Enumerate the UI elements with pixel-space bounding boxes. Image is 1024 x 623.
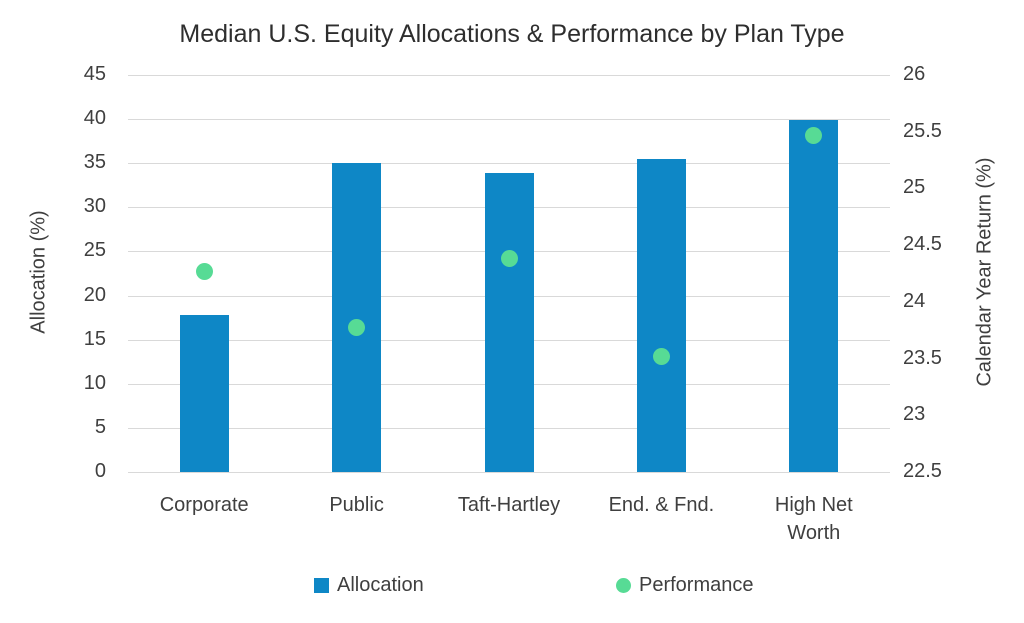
- y-axis-tick-label: 15: [83, 327, 106, 350]
- performance-dot: [195, 262, 213, 280]
- legend-label-allocation: Allocation: [337, 574, 424, 596]
- allocation-bar: [789, 119, 839, 472]
- legend-label-performance: Performance: [639, 574, 754, 596]
- category-label: End. & Fnd.: [608, 494, 715, 516]
- y-axis-tick-label: 40: [83, 107, 106, 130]
- performance-dot: [805, 126, 823, 144]
- allocation-swatch-icon: [314, 578, 329, 593]
- category-label: Taft-Hartley: [457, 494, 561, 516]
- left-axis-title: Allocation (%): [27, 210, 50, 334]
- performance-swatch-icon: [616, 578, 631, 593]
- right-axis-tick-label: 26: [903, 63, 926, 86]
- right-axis-tick-label: 25: [903, 176, 926, 199]
- legend-item-performance: Performance: [616, 574, 754, 597]
- gridline: [128, 119, 890, 121]
- y-axis-tick-label: 5: [94, 415, 106, 438]
- performance-dot: [500, 250, 518, 268]
- y-axis-tick-label: 0: [94, 460, 106, 483]
- right-axis-tick-label: 23: [903, 403, 926, 426]
- performance-dot: [652, 347, 670, 365]
- allocation-bar: [332, 163, 382, 472]
- allocation-bar: [179, 314, 229, 472]
- right-axis-tick-label: 24.5: [903, 233, 942, 256]
- y-axis-tick-label: 10: [83, 371, 106, 394]
- y-axis-tick-label: 35: [83, 151, 106, 174]
- category-label: Corporate: [159, 494, 249, 516]
- y-axis-tick-label: 30: [83, 195, 106, 218]
- legend-item-allocation: Allocation: [314, 574, 424, 597]
- chart-title: Median U.S. Equity Allocations & Perform…: [179, 20, 845, 48]
- right-axis-tick-label: 22.5: [903, 460, 942, 483]
- gridline: [128, 472, 890, 473]
- y-axis-tick-label: 25: [83, 239, 106, 262]
- performance-dot: [348, 319, 366, 337]
- right-axis-tick-label: 25.5: [903, 119, 942, 142]
- gridline: [128, 163, 890, 165]
- right-axis-tick-label: 24: [903, 289, 926, 312]
- gridline: [128, 75, 890, 76]
- y-axis-tick-label: 20: [83, 283, 106, 306]
- allocation-bar: [484, 172, 534, 472]
- category-label: Public: [329, 494, 384, 516]
- category-label: High Net Worth: [774, 494, 853, 544]
- y-axis-tick-label: 45: [83, 63, 106, 86]
- allocation-bar: [636, 158, 686, 472]
- right-axis-title: Calendar Year Return (%): [973, 157, 996, 387]
- right-axis-tick-label: 23.5: [903, 346, 942, 369]
